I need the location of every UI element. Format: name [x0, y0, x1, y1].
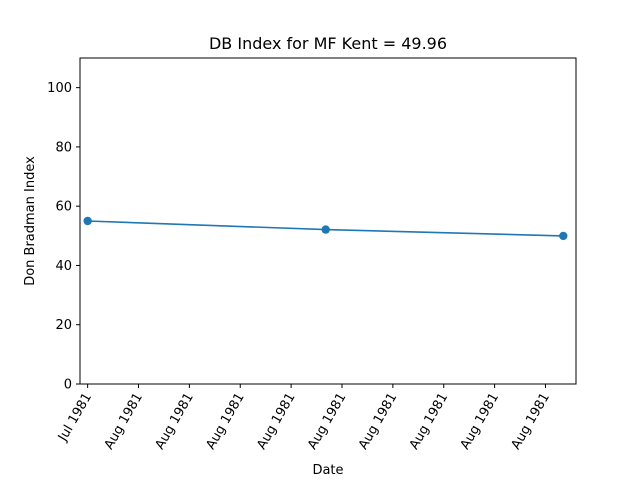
plot-frame: [79, 57, 577, 385]
y-tick-label: 60: [55, 200, 72, 215]
x-axis-title: Date: [312, 463, 343, 478]
data-point: [559, 231, 568, 241]
y-tick-label: 80: [55, 140, 72, 155]
y-axis-title: Don Bradman Index: [23, 156, 38, 286]
y-tick-label: 100: [47, 81, 72, 96]
data-point: [83, 216, 92, 226]
y-axis-ticks: 0 20 40 60 80 100: [47, 81, 80, 393]
y-tick-label: 0: [64, 378, 72, 393]
series-layer: [83, 216, 568, 241]
y-tick-label: 40: [55, 259, 72, 274]
data-point: [321, 225, 330, 234]
chart-title: DB Index for MF Kent = 49.96: [209, 34, 447, 53]
y-tick-label: 20: [55, 318, 72, 333]
